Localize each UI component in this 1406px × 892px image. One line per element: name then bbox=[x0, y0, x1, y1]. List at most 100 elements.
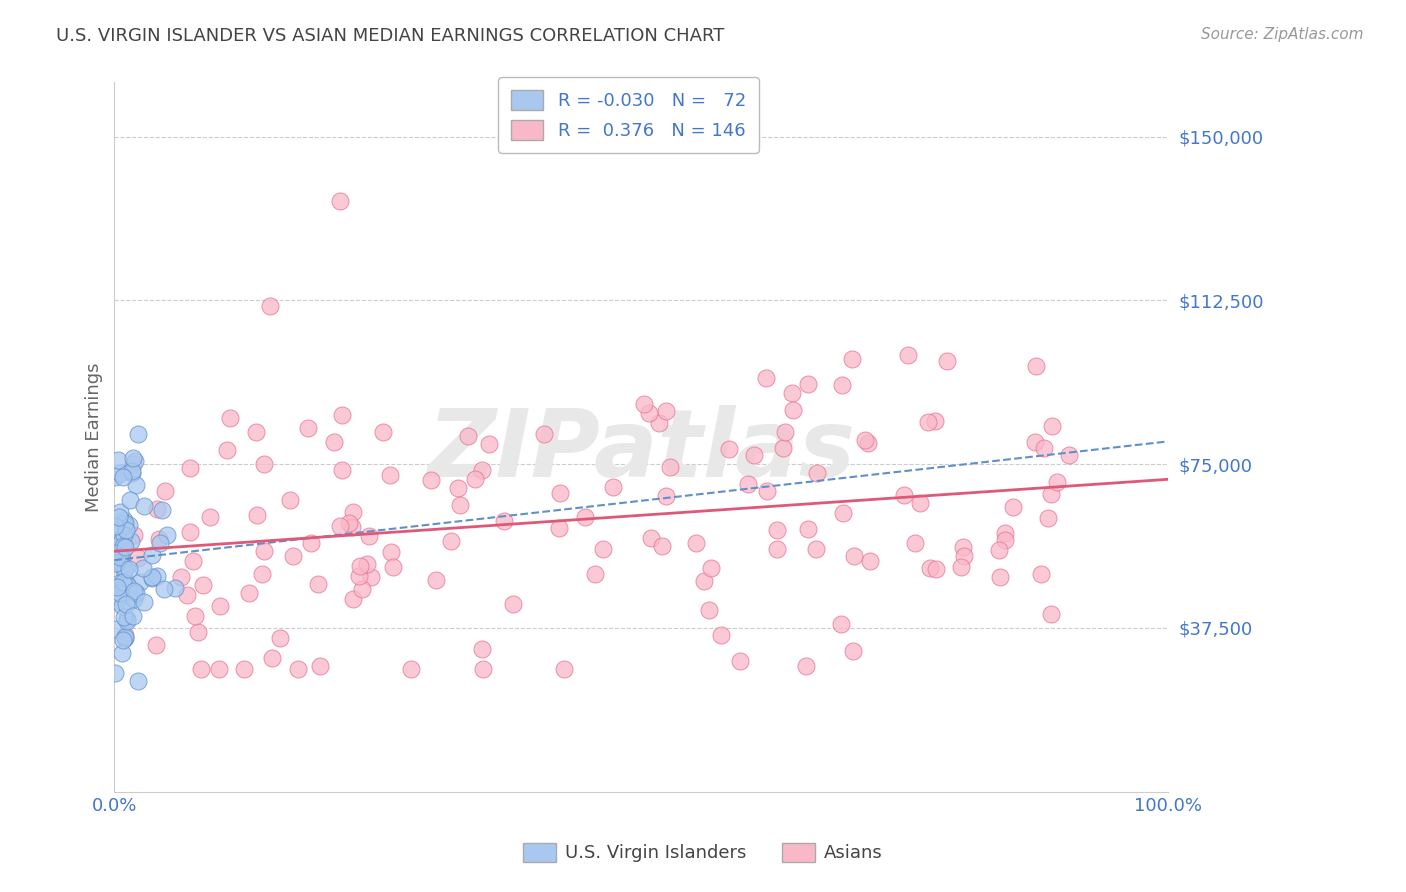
Point bbox=[198, 510, 221, 524]
Point bbox=[181, 553, 204, 567]
Point bbox=[651, 539, 673, 553]
Point bbox=[124, 592, 146, 607]
Point bbox=[127, 674, 149, 689]
Point bbox=[112, 513, 135, 527]
Point bbox=[233, 662, 256, 676]
Point bbox=[121, 609, 143, 624]
Point bbox=[122, 583, 145, 598]
Point bbox=[1040, 607, 1063, 622]
Point bbox=[299, 536, 322, 550]
Point bbox=[297, 421, 319, 435]
Point bbox=[794, 658, 817, 673]
Point bbox=[322, 434, 344, 449]
Point bbox=[110, 599, 132, 613]
Point bbox=[108, 586, 131, 600]
Point bbox=[380, 545, 402, 559]
Point bbox=[755, 483, 778, 498]
Point bbox=[742, 448, 765, 462]
Point bbox=[104, 556, 127, 570]
Point bbox=[114, 562, 136, 576]
Point bbox=[830, 617, 852, 632]
Point bbox=[472, 662, 495, 676]
Point bbox=[654, 404, 676, 418]
Point bbox=[492, 514, 515, 528]
Point bbox=[114, 516, 136, 531]
Point bbox=[115, 523, 138, 537]
Point bbox=[471, 463, 494, 477]
Point bbox=[127, 426, 149, 441]
Point bbox=[149, 535, 172, 549]
Point bbox=[112, 575, 135, 590]
Point bbox=[145, 638, 167, 652]
Point bbox=[253, 544, 276, 558]
Point bbox=[796, 377, 818, 392]
Point bbox=[208, 599, 231, 613]
Point bbox=[988, 542, 1011, 557]
Point bbox=[107, 537, 129, 551]
Point bbox=[659, 460, 682, 475]
Point bbox=[357, 529, 380, 543]
Point bbox=[152, 582, 174, 596]
Point bbox=[146, 501, 169, 516]
Point bbox=[156, 528, 179, 542]
Point bbox=[262, 651, 284, 665]
Point bbox=[104, 666, 127, 681]
Point bbox=[190, 662, 212, 676]
Point bbox=[114, 631, 136, 645]
Point bbox=[602, 480, 624, 494]
Point bbox=[685, 535, 707, 549]
Point bbox=[179, 461, 201, 475]
Point bbox=[132, 561, 155, 575]
Point bbox=[647, 416, 669, 430]
Point bbox=[697, 603, 720, 617]
Point bbox=[104, 622, 127, 636]
Point bbox=[115, 614, 138, 628]
Point bbox=[950, 560, 973, 574]
Point bbox=[114, 630, 136, 644]
Point bbox=[141, 569, 163, 583]
Point bbox=[350, 582, 373, 597]
Point bbox=[340, 519, 363, 533]
Point bbox=[287, 662, 309, 676]
Point bbox=[153, 484, 176, 499]
Point bbox=[111, 551, 134, 566]
Point bbox=[373, 425, 395, 439]
Point bbox=[329, 519, 352, 533]
Point bbox=[755, 371, 778, 385]
Point bbox=[134, 499, 156, 513]
Point bbox=[342, 505, 364, 519]
Point bbox=[952, 549, 974, 563]
Point bbox=[122, 450, 145, 465]
Point bbox=[120, 533, 142, 548]
Point bbox=[117, 562, 139, 576]
Point bbox=[842, 644, 865, 658]
Point bbox=[478, 437, 501, 451]
Point bbox=[148, 532, 170, 546]
Point bbox=[796, 522, 818, 536]
Point bbox=[924, 562, 946, 576]
Point bbox=[349, 559, 371, 574]
Point bbox=[893, 488, 915, 502]
Point bbox=[342, 591, 364, 606]
Point bbox=[1038, 511, 1060, 525]
Point bbox=[952, 540, 974, 554]
Point bbox=[217, 442, 239, 457]
Point bbox=[804, 542, 827, 557]
Point bbox=[1046, 475, 1069, 489]
Point bbox=[447, 481, 470, 495]
Point bbox=[831, 377, 853, 392]
Point bbox=[120, 493, 142, 508]
Point bbox=[356, 557, 378, 571]
Point bbox=[841, 352, 863, 367]
Point bbox=[832, 506, 855, 520]
Point bbox=[737, 477, 759, 491]
Point bbox=[330, 408, 353, 422]
Point bbox=[994, 525, 1017, 540]
Point bbox=[132, 595, 155, 609]
Point bbox=[186, 625, 208, 640]
Point bbox=[121, 466, 143, 480]
Point bbox=[127, 550, 149, 565]
Point bbox=[710, 628, 733, 642]
Point bbox=[553, 662, 575, 676]
Point bbox=[110, 534, 132, 549]
